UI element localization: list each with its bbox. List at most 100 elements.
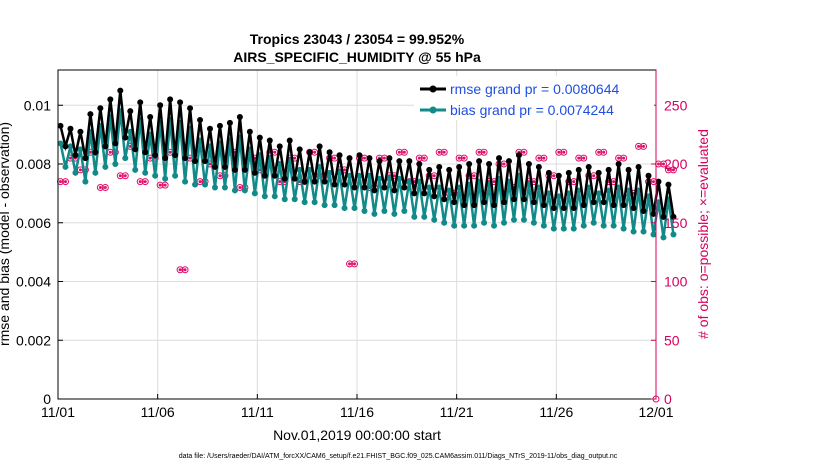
bias-point [401, 208, 408, 214]
obs-evaluated-point [392, 174, 396, 178]
obs-evaluated-point [572, 180, 576, 184]
rmse-point [461, 202, 468, 209]
bias-point [620, 225, 627, 232]
rmse-point [152, 152, 159, 159]
obs-possible-point [121, 172, 129, 180]
obs-possible-point [161, 181, 169, 189]
rmse-point [600, 199, 607, 206]
bias-point [92, 169, 99, 176]
bias-point [650, 231, 657, 238]
rmse-point [216, 122, 223, 129]
rmse-point [157, 102, 164, 109]
rmse-point [660, 213, 667, 220]
obs-possible-point [640, 142, 648, 150]
obs-evaluated-point [457, 156, 461, 160]
rmse-point [525, 161, 532, 167]
obs-evaluated-point [183, 268, 187, 272]
bias-line [59, 110, 675, 238]
bias-point [67, 143, 74, 150]
obs-evaluated-point [278, 180, 282, 184]
bias-point [152, 172, 159, 179]
rmse-point [251, 169, 258, 176]
rmse-point [177, 99, 184, 106]
rmse-point [620, 202, 627, 209]
obs-possible-point [346, 260, 354, 268]
obs-possible-point [440, 148, 448, 156]
rmse-point [585, 163, 592, 170]
obs-possible-point [520, 148, 528, 156]
obs-evaluated-point [143, 180, 147, 184]
obs-evaluated-point [343, 168, 347, 172]
rmse-point [575, 166, 582, 173]
bias-point [356, 172, 363, 179]
x-axis-label: Nov.01,2019 00:00:00 start [273, 427, 441, 443]
rmse-point [491, 202, 498, 209]
bias-point [381, 208, 388, 214]
obs-evaluated-point [522, 150, 526, 154]
rmse-point [162, 155, 169, 162]
bias-point [182, 178, 189, 185]
rmse-point [182, 155, 189, 162]
obs-evaluated-point [617, 156, 621, 160]
rmse-point [197, 116, 204, 123]
bias-point [162, 175, 169, 182]
rmse-point [615, 161, 622, 167]
y2-tick-label: 250 [664, 97, 688, 113]
obs-evaluated-point [592, 174, 596, 178]
rmse-point [321, 178, 328, 185]
bias-point [341, 205, 348, 212]
legend-rmse-marker [429, 85, 437, 93]
x-tick-label: 11/26 [539, 404, 573, 420]
obs-evaluated-point [502, 162, 506, 166]
rmse-point [316, 143, 323, 150]
bias-point [570, 225, 577, 232]
rmse-point [580, 202, 587, 209]
rmse-point [187, 105, 194, 112]
rmse-point [471, 202, 478, 209]
obs-evaluated-point [208, 162, 212, 166]
bias-point [82, 178, 89, 185]
rmse-point [92, 149, 99, 156]
rmse-point [605, 166, 612, 173]
rmse-point [346, 155, 353, 162]
obs-possible-point [664, 166, 672, 174]
grid [58, 70, 656, 399]
obs-possible-point [400, 148, 408, 156]
obs-possible-point [395, 148, 403, 156]
rmse-point [281, 175, 288, 182]
obs-possible-point [600, 148, 608, 156]
obs-evaluated-point [462, 156, 466, 160]
bias-point [491, 222, 498, 229]
rmse-point [286, 137, 293, 144]
rmse-point [231, 166, 238, 173]
bias-point [132, 166, 139, 173]
obs-evaluated-point [532, 180, 536, 184]
rmse-point [610, 202, 617, 209]
y-tick-label: 0 [43, 391, 51, 407]
bias-point [610, 222, 617, 229]
obs-possible-point [56, 178, 64, 186]
bias-point [590, 219, 597, 226]
rmse-point [361, 184, 368, 191]
obs-possible-point [460, 154, 468, 162]
rmse-point [266, 137, 273, 144]
rmse-point [117, 87, 124, 94]
rmse-point [431, 193, 438, 200]
rmse-line [59, 90, 675, 218]
bias-point [326, 169, 333, 176]
rmse-point [481, 199, 488, 206]
obs-possible-point [635, 142, 643, 150]
bias-point [291, 196, 298, 203]
obs-evaluated-point [238, 186, 242, 189]
y2-tick-label: 50 [664, 332, 680, 348]
rmse-point [271, 172, 278, 179]
bias-point [426, 184, 433, 191]
rmse-point [376, 158, 383, 165]
bias-series [57, 108, 677, 241]
rmse-point [301, 178, 308, 185]
x-tick-label: 11/01 [41, 404, 75, 420]
bias-point [102, 163, 109, 170]
rmse-point [505, 158, 512, 165]
obs-possible-point [669, 166, 677, 174]
